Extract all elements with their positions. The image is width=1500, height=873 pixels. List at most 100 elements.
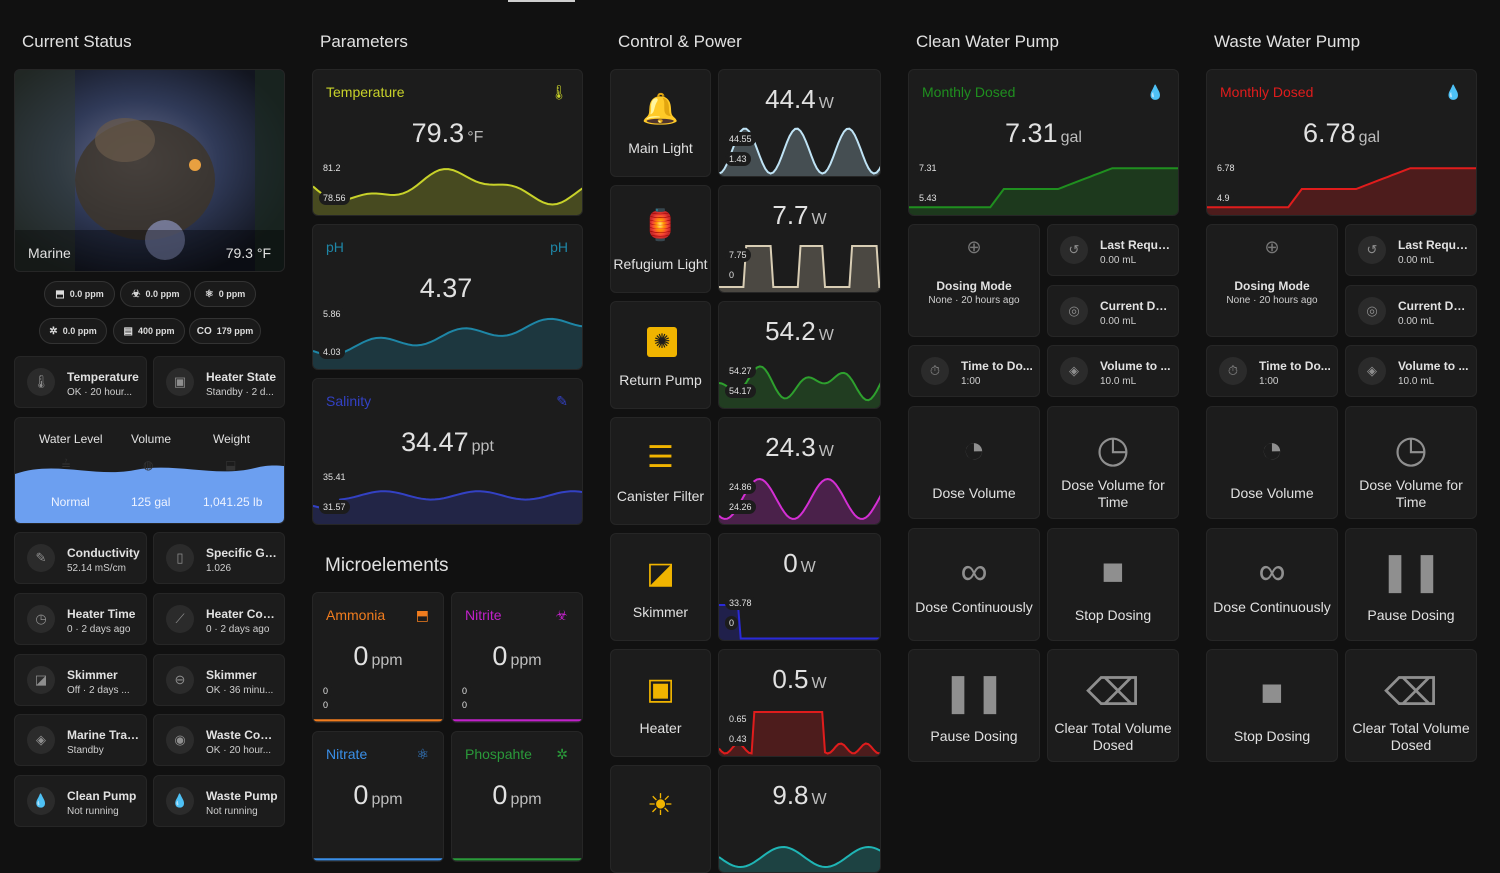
lantern-icon: 🏮: [641, 209, 680, 242]
sensor-card[interactable]: Monthly Dosed 💧 7.31 gal 7.31 5.43: [908, 69, 1179, 216]
graph-max-label: 35.41: [319, 470, 350, 484]
dosing-mode-tile[interactable]: ⊕ Dosing Mode None · 20 hours ago: [1206, 224, 1338, 337]
sensor-number: 6.78: [1303, 118, 1356, 148]
dosing-action-button[interactable]: ■ Stop Dosing: [1047, 528, 1179, 641]
graph-min-label: 4.9: [1213, 191, 1234, 205]
power-card[interactable]: 0.5 W 0.65 0.43: [718, 649, 881, 757]
entity-tile[interactable]: ◈ Volume to ... 10.0 mL: [1345, 345, 1477, 397]
stop-icon: ■: [1260, 672, 1284, 714]
status-chip[interactable]: ☣ 0.0 ppm: [120, 281, 191, 307]
dosing-action-button[interactable]: ◷ Dose Volume for Time: [1047, 406, 1179, 519]
status-chip[interactable]: CO 179 ppm: [189, 318, 261, 344]
history-icon: ↺: [1060, 236, 1088, 264]
sensor-card[interactable]: Salinity ✎ 34.47 ppt 35.41 31.57: [312, 378, 583, 525]
dosing-mode-tile[interactable]: ⊕ Dosing Mode None · 20 hours ago: [908, 224, 1040, 337]
power-card[interactable]: 7.7 W 7.75 0: [718, 185, 881, 293]
dosing-action-button[interactable]: ◔ Dose Volume: [1206, 406, 1338, 519]
sensor-card[interactable]: Nitrite ☣ 0 ppm 0 0: [451, 592, 583, 723]
camera-name: Marine: [28, 245, 71, 261]
device-toggle-button[interactable]: ☰ Canister Filter: [610, 417, 711, 525]
dosing-action-button[interactable]: ⌫ Clear Total Volume Dosed: [1047, 649, 1179, 762]
status-chip[interactable]: ✲ 0.0 ppm: [39, 318, 107, 344]
entity-tile[interactable]: ◎ Current Do... 0.00 mL: [1047, 285, 1179, 337]
heater-icon: ▣: [166, 368, 194, 396]
dosing-action-button[interactable]: ⌫ Clear Total Volume Dosed: [1345, 649, 1477, 762]
power-card[interactable]: 54.2 W 54.27 54.17: [718, 301, 881, 409]
power-card[interactable]: 44.4 W 44.55 1.43: [718, 69, 881, 177]
stop-icon: ■: [1101, 551, 1125, 593]
sensor-unit: gal: [1358, 129, 1380, 146]
water-level-card[interactable]: Water Level Volume Weight ≟ ◍ ⬓ Normal 1…: [14, 417, 285, 524]
heater-icon: ▣: [646, 673, 675, 706]
sensor-name: Ammonia: [326, 607, 386, 623]
tile-state: OK · 36 minu...: [206, 685, 274, 696]
entity-tile[interactable]: ⏱ Time to Do... 1:00: [908, 345, 1040, 397]
power-value: 9.8 W: [719, 780, 880, 811]
sensor-card[interactable]: Phospahte ✲ 0 ppm: [451, 731, 583, 862]
power-card[interactable]: 0 W 33.78 0: [718, 533, 881, 641]
tile-title: Volume to ...: [1398, 359, 1469, 373]
entity-tile[interactable]: ◈ Marine Trace Standby: [14, 714, 147, 766]
device-toggle-button[interactable]: 🏮 Refugium Light: [610, 185, 711, 293]
sensor-name: Salinity: [326, 393, 372, 409]
dosing-action-button[interactable]: ❚❚ Pause Dosing: [1345, 528, 1477, 641]
dosing-action-button[interactable]: ■ Stop Dosing: [1206, 649, 1338, 762]
status-chip[interactable]: ⚛ 0 ppm: [194, 281, 256, 307]
entity-tile[interactable]: ↺ Last Reque... 0.00 mL: [1345, 224, 1477, 276]
sensor-card[interactable]: pH pH 4.37 5.86 4.03: [312, 224, 583, 370]
entity-tile[interactable]: ◉ Waste Cont... OK · 20 hour...: [153, 714, 285, 766]
entity-tile[interactable]: 🌡 Temperature OK · 20 hour...: [14, 356, 147, 408]
entity-tile[interactable]: ◈ Volume to ... 10.0 mL: [1047, 345, 1179, 397]
virus-icon: ✲: [556, 746, 568, 762]
sparkline-fill: [719, 366, 880, 408]
clock-icon: ◷: [1096, 429, 1130, 471]
dosing-action-button[interactable]: ∞ Dose Continuously: [908, 528, 1040, 641]
camera-card[interactable]: Marine 79.3 °F: [14, 69, 285, 272]
device-toggle-button[interactable]: ◪ Skimmer: [610, 533, 711, 641]
button-label: Dose Continuously: [915, 599, 1033, 615]
power-unit: W: [818, 327, 834, 344]
entity-tile[interactable]: ◷ Heater Time 0 · 2 days ago: [14, 593, 147, 645]
sensor-card[interactable]: Ammonia ⬒ 0 ppm 0 0: [312, 592, 444, 723]
sparkline-line: [719, 245, 880, 288]
dosing-action-button[interactable]: ❚❚ Pause Dosing: [908, 649, 1040, 762]
button-label: Pause Dosing: [930, 728, 1018, 744]
sparkline-fill: [313, 318, 582, 369]
dosing-action-button[interactable]: ◔ Dose Volume: [908, 406, 1040, 519]
entity-tile[interactable]: 💧 Clean Pump Not running: [14, 775, 147, 827]
tile-title: Heater Time: [67, 607, 136, 621]
device-toggle-button[interactable]: ☀: [610, 765, 711, 873]
entity-tile[interactable]: ⏱ Time to Do... 1:00: [1206, 345, 1338, 397]
sensor-name: Phospahte: [465, 746, 532, 762]
sparkline-fill: [313, 169, 582, 215]
device-toggle-button[interactable]: ✺ Return Pump: [610, 301, 711, 409]
sensor-card[interactable]: Monthly Dosed 💧 6.78 gal 6.78 4.9: [1206, 69, 1477, 216]
button-label: Stop Dosing: [1233, 728, 1311, 744]
entity-tile[interactable]: ⊖ Skimmer OK · 36 minu...: [153, 654, 285, 706]
entity-tile[interactable]: 💧 Waste Pump Not running: [153, 775, 285, 827]
status-chip[interactable]: ▤ 400 ppm: [113, 318, 185, 344]
sparkline-line: [719, 604, 880, 640]
sensor-card[interactable]: Nitrate ⚛ 0 ppm: [312, 731, 444, 862]
device-toggle-button[interactable]: ▣ Heater: [610, 649, 711, 757]
sensor-unit: °F: [467, 129, 484, 146]
power-card[interactable]: 24.3 W 24.86 24.26: [718, 417, 881, 525]
entity-tile[interactable]: ✎ Conductivity 52.14 mS/cm: [14, 532, 147, 584]
sensor-value: 6.78 gal: [1207, 118, 1476, 149]
status-chip[interactable]: ⬒ 0.0 ppm: [44, 281, 115, 307]
sensor-unit: ppm: [371, 791, 403, 808]
dosing-action-button[interactable]: ◷ Dose Volume for Time: [1345, 406, 1477, 519]
sparkline-graph: [313, 317, 582, 369]
entity-tile[interactable]: ▣ Heater State Standby · 2 d...: [153, 356, 285, 408]
entity-tile[interactable]: ◪ Skimmer Off · 2 days ...: [14, 654, 147, 706]
entity-tile[interactable]: ↺ Last Reque... 0.00 mL: [1047, 224, 1179, 276]
power-card[interactable]: 9.8 W: [718, 765, 881, 873]
power-number: 54.2: [765, 316, 816, 346]
entity-tile[interactable]: ◎ Current Do... 0.00 mL: [1345, 285, 1477, 337]
device-toggle-button[interactable]: 🔔 Main Light: [610, 69, 711, 177]
entity-tile[interactable]: ⟋ Heater Cou... 0 · 2 days ago: [153, 593, 285, 645]
entity-tile[interactable]: ▯ Specific Gr... 1.026: [153, 532, 285, 584]
dosing-action-button[interactable]: ∞ Dose Continuously: [1206, 528, 1338, 641]
sensor-card[interactable]: Temperature 🌡 79.3 °F 81.2 78.56: [312, 69, 583, 216]
